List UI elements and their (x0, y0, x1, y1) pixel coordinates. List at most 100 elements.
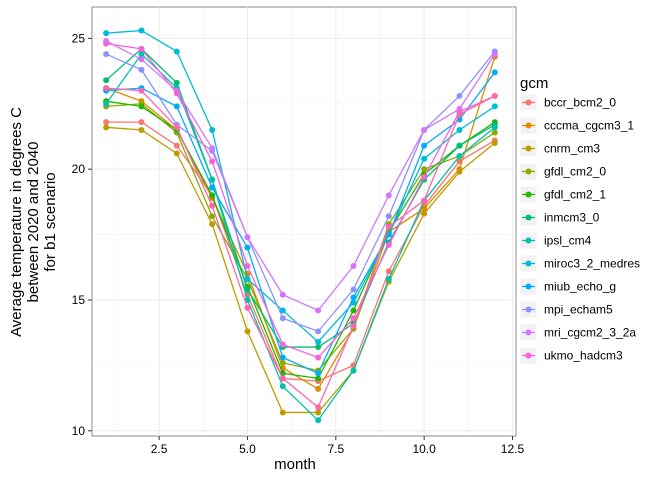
legend-label: ipsl_cm4 (544, 234, 592, 248)
legend-item: gfdl_cm2_0 (519, 162, 606, 181)
data-point (315, 404, 322, 411)
data-point (279, 409, 286, 416)
data-point (138, 66, 145, 73)
legend-label: bccr_bcm2_0 (544, 96, 616, 110)
data-point (421, 166, 428, 173)
data-point (315, 354, 322, 361)
legend-item: inmcm3_0 (519, 208, 600, 227)
data-point (385, 213, 392, 220)
data-point (315, 417, 322, 424)
y-axis-title-line-2: between 2020 and 2040 (25, 142, 42, 303)
legend-key-point (525, 237, 532, 244)
data-point (173, 79, 180, 86)
data-point (279, 291, 286, 298)
x-axis-ticks: 2.5 5.0 7.5 10.0 12.5 (151, 436, 525, 456)
y-axis-title: Average temperature in degrees C between… (8, 107, 59, 337)
legend-key-point (525, 306, 532, 313)
data-point (491, 92, 498, 99)
legend-key-point (525, 145, 532, 152)
data-point (244, 328, 251, 335)
data-point (421, 155, 428, 162)
data-point (173, 48, 180, 55)
data-point (209, 145, 216, 152)
data-point (456, 111, 463, 118)
legend-key-point (525, 214, 532, 221)
legend-item: bccr_bcm2_0 (519, 93, 616, 112)
data-point (173, 103, 180, 110)
data-point (138, 103, 145, 110)
data-point (244, 234, 251, 241)
series-line (106, 42, 496, 359)
legend-item: cccma_cgcm3_1 (519, 116, 634, 135)
data-point (421, 197, 428, 204)
series (103, 85, 498, 411)
data-point (350, 307, 357, 314)
data-point (491, 69, 498, 76)
y-tick-label: 10 (72, 424, 86, 438)
series-line (106, 29, 496, 343)
legend-label: mri_cgcm2_3_2a (544, 326, 636, 340)
legend-key-point (525, 168, 532, 175)
data-point (421, 142, 428, 149)
data-point (385, 223, 392, 230)
x-tick-label: 12.5 (501, 442, 525, 456)
legend-item: ukmo_hadcm3 (519, 346, 623, 365)
data-point (209, 192, 216, 199)
series-layer (103, 27, 498, 424)
data-point (173, 90, 180, 97)
series-line (105, 48, 496, 348)
data-point (103, 77, 110, 84)
legend-item: miroc3_2_medres (519, 254, 640, 273)
legend-item: ipsl_cm4 (519, 231, 592, 250)
data-point (350, 323, 357, 330)
data-point (173, 124, 180, 131)
legend-label: cccma_cgcm3_1 (544, 119, 634, 133)
series-line (105, 56, 496, 390)
data-point (209, 221, 216, 228)
legend-label: gfdl_cm2_0 (544, 165, 606, 179)
data-point (456, 142, 463, 149)
data-point (491, 124, 498, 131)
legend-key-point (525, 191, 532, 198)
x-tick-label: 5.0 (239, 442, 256, 456)
data-point (138, 45, 145, 52)
legend-key-point (525, 122, 532, 129)
data-point (456, 126, 463, 133)
data-point (103, 100, 110, 107)
data-point (103, 119, 110, 126)
legend-label: mpi_echam5 (544, 303, 613, 317)
data-point (279, 354, 286, 361)
data-point (209, 202, 216, 209)
data-point (456, 168, 463, 175)
data-point (138, 87, 145, 94)
data-point (350, 315, 357, 322)
y-tick-label: 20 (72, 162, 86, 176)
data-point (315, 344, 322, 351)
data-point (279, 307, 286, 314)
data-point (103, 51, 110, 58)
data-point (421, 174, 428, 181)
data-point (385, 268, 392, 275)
data-point (244, 262, 251, 269)
legend-item: mpi_echam5 (519, 300, 613, 319)
data-point (385, 231, 392, 238)
data-point (209, 184, 216, 191)
data-point (350, 262, 357, 269)
legend-key-point (525, 260, 532, 267)
legend-label: cnrm_cm3 (544, 142, 600, 156)
series-line (106, 72, 496, 374)
data-point (138, 126, 145, 133)
x-tick-label: 7.5 (327, 442, 344, 456)
y-tick-label: 25 (72, 31, 86, 45)
data-point (315, 307, 322, 314)
data-point (491, 129, 498, 136)
data-point (103, 30, 110, 37)
series-line (106, 87, 496, 408)
x-axis-title: month (274, 456, 316, 473)
series-line (106, 100, 496, 380)
legend-item: gfdl_cm2_1 (519, 185, 606, 204)
data-point (209, 126, 216, 133)
series (103, 27, 498, 345)
y-axis-title-line-1: Average temperature in degrees C (8, 107, 25, 337)
